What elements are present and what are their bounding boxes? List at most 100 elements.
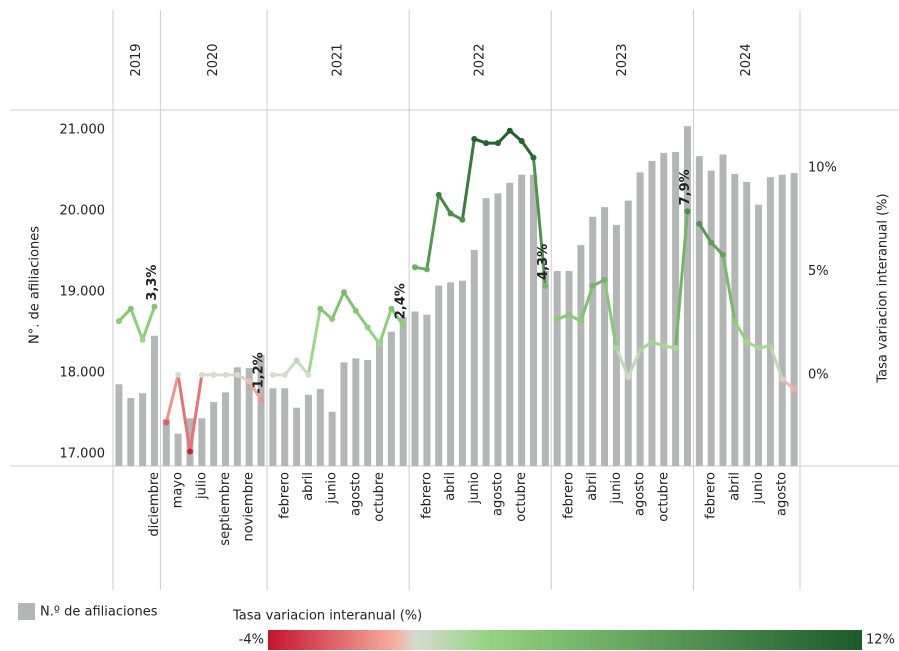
line-segment [306,307,322,377]
y-tick-label: 18.000 [60,365,106,380]
bar [648,160,656,467]
bar [269,388,277,466]
bar [162,419,170,466]
x-tick-label: octubre [514,472,529,522]
line-point [506,127,513,134]
line-point [483,140,490,147]
x-tick-label: septiembre [218,472,233,546]
bar [470,249,478,466]
line-segment [768,344,784,381]
bar [435,285,443,466]
year-label: 2019 [129,43,144,76]
bar [150,335,158,466]
bar [352,358,360,466]
line-point [388,305,395,312]
line-point [222,371,229,378]
bar [755,204,763,466]
x-tick-label: junio [609,472,624,505]
x-tick-label: agosto [490,472,505,516]
line-point [577,318,584,325]
line-point [175,371,182,378]
bar [506,182,514,466]
bar [565,271,573,466]
bar [127,398,135,466]
line-point [198,371,205,378]
line-segment [129,307,145,342]
line-point [601,276,608,283]
line-point [743,338,750,345]
x-tick-label: junio [467,472,482,505]
color-tick-label: 12% [866,633,895,648]
line-point [210,371,217,378]
line-point [186,448,193,455]
line-point [791,386,798,393]
x-tick-label: mayo [171,472,186,508]
line-point [779,376,786,383]
line-point [530,154,537,161]
line-segment [674,209,689,350]
line-point [566,311,573,318]
line-point [672,345,679,352]
line-point [767,342,774,349]
line-point [115,318,122,325]
line-point [447,210,454,217]
bar [222,392,230,466]
x-tick-label: agosto [775,472,790,516]
bar [541,271,549,466]
bar [577,245,585,466]
line-point [400,322,407,329]
bar [672,152,680,466]
bar [328,411,336,466]
line-point [234,371,241,378]
bar [743,182,751,466]
color-legend-bar [268,630,862,650]
color-tick-label: -4% [239,633,264,648]
y-tick-label: 17.000 [60,446,106,461]
line-point [731,318,738,325]
x-tick-label: diciembre [147,472,162,537]
bar [494,193,502,466]
line-segment [164,373,180,425]
line-segment [721,253,737,323]
line-point [518,138,525,145]
line-segment [378,307,393,346]
line-segment [614,346,630,379]
value-label: -1,2% [252,352,267,393]
bar [281,388,289,466]
line-segment [330,290,346,321]
line-point [329,316,336,323]
year-label: 2023 [615,43,630,76]
bar [778,174,786,466]
line-segment [460,137,476,222]
line-point [305,371,312,378]
x-tick-label: junio [751,472,766,505]
bar [458,280,466,466]
line-segment [733,319,749,344]
bar [364,360,372,466]
line-segment [354,309,370,329]
line-point [613,345,620,352]
line-point [340,289,347,296]
line-point [352,307,359,314]
line-point [648,338,655,345]
line-segment [342,290,358,313]
line-point [684,208,691,215]
bar [198,418,206,466]
x-tick-label: julio [194,472,209,500]
x-tick-label: junio [325,472,340,505]
bar [304,394,312,466]
line-point [755,345,762,352]
x-tick-label: febrero [704,472,719,519]
line-segment [176,373,192,454]
line-point [720,251,727,258]
line-point [163,419,170,426]
line-point [281,371,288,378]
line-point [139,336,146,343]
bar [589,216,597,466]
bar [316,389,324,466]
y-axis-title: N°. de afiliaciones [28,226,43,344]
line-point [412,264,419,271]
line-point [494,140,501,147]
y-tick-label: 20.000 [60,204,106,219]
x-tick-label: octubre [372,472,387,522]
